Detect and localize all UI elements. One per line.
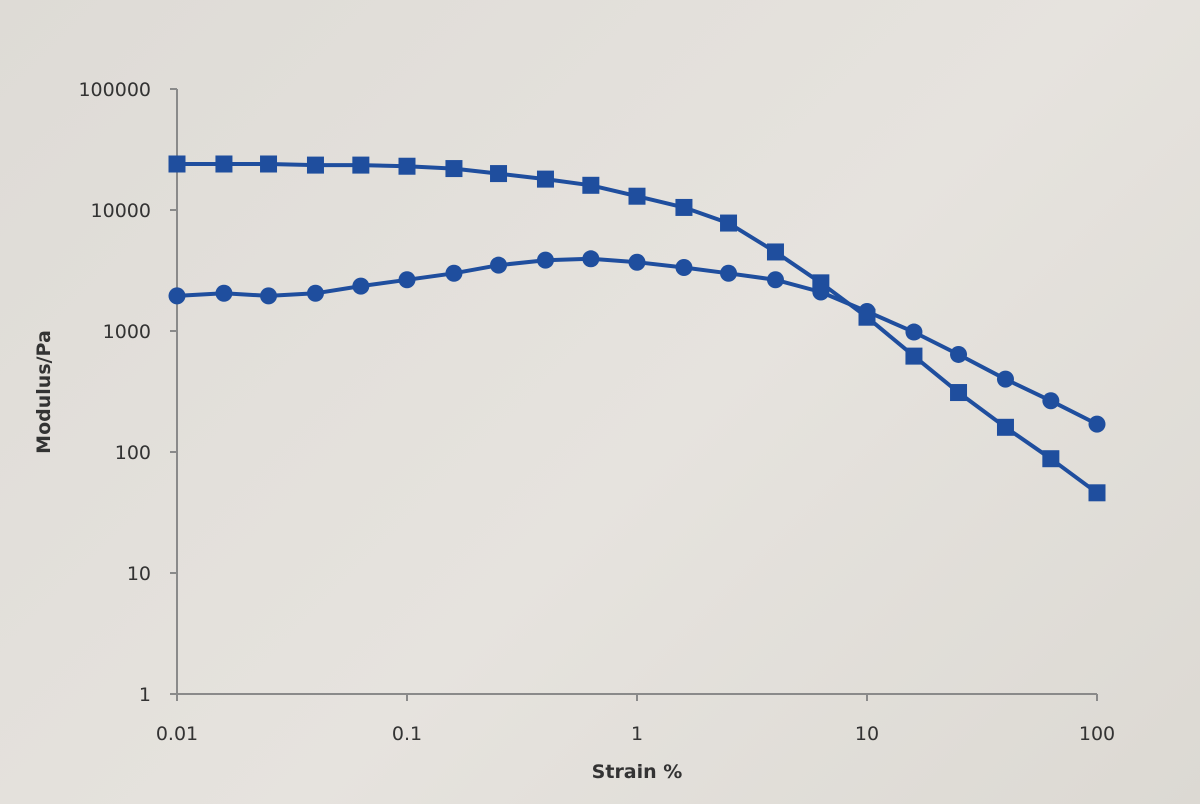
y-tick-label: 10	[127, 563, 151, 585]
series-circle	[168, 250, 1106, 433]
data-point	[215, 284, 233, 302]
data-point	[766, 271, 784, 289]
data-point	[996, 370, 1014, 388]
data-point	[536, 170, 554, 188]
data-point	[398, 271, 416, 289]
data-point	[168, 287, 186, 305]
data-point	[1088, 415, 1106, 433]
data-point	[306, 284, 324, 302]
tick-marks	[170, 88, 1098, 701]
data-point	[628, 187, 646, 205]
y-tick-label: 1	[139, 684, 151, 706]
data-point	[858, 302, 876, 320]
data-point	[445, 264, 463, 282]
data-point	[260, 287, 278, 305]
series-line	[177, 162, 1099, 495]
y-tick-label: 10000	[91, 200, 151, 222]
x-tick-label: 100	[1079, 723, 1115, 745]
series-square	[168, 155, 1106, 502]
tick-labels: 0.01 0.1 1 10 100 1 10 100 1000 10000 100000	[78, 79, 1115, 745]
data-point	[536, 251, 554, 269]
data-point	[306, 156, 324, 174]
x-tick-label: 1	[631, 723, 643, 745]
data-point	[720, 214, 738, 232]
y-axis-title: Modulus/Pa	[33, 330, 55, 454]
data-point	[812, 283, 830, 301]
data-point	[398, 157, 416, 175]
y-tick-label: 1000	[103, 321, 151, 343]
x-axis-title: Strain %	[592, 761, 683, 783]
data-point	[168, 155, 186, 173]
data-point	[628, 253, 646, 271]
y-tick-label: 100	[115, 442, 151, 464]
data-point	[490, 165, 508, 183]
data-point	[352, 277, 370, 295]
data-point	[215, 155, 233, 173]
data-point	[1088, 484, 1106, 502]
data-point	[490, 256, 508, 274]
data-point	[996, 418, 1014, 436]
series	[168, 155, 1106, 502]
data-point	[950, 345, 968, 363]
data-point	[905, 323, 923, 341]
x-tick-label: 0.01	[156, 723, 198, 745]
x-tick-label: 0.1	[392, 723, 422, 745]
data-point	[720, 264, 738, 282]
data-point	[260, 155, 278, 173]
data-point	[582, 176, 600, 194]
y-tick-label: 100000	[78, 79, 151, 101]
data-point	[675, 258, 693, 276]
data-point	[905, 347, 923, 365]
data-point	[582, 250, 600, 268]
data-point	[352, 156, 370, 174]
x-tick-label: 10	[855, 723, 879, 745]
data-point	[1042, 450, 1060, 468]
data-point	[766, 243, 784, 261]
data-point	[445, 160, 463, 178]
data-point	[950, 384, 968, 402]
data-point	[675, 198, 693, 216]
data-point	[1042, 392, 1060, 410]
